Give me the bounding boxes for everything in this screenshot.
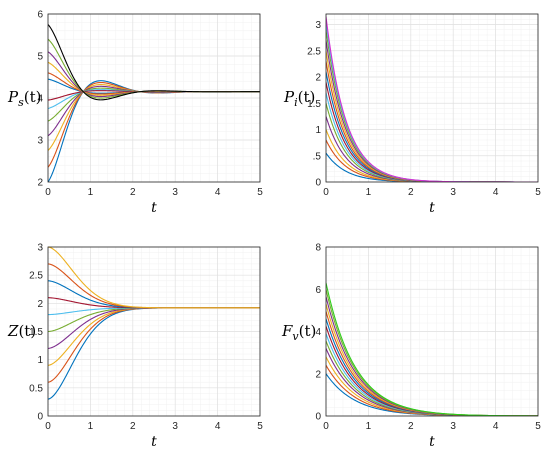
y-tick-label: 3 xyxy=(37,136,43,147)
x-tick-label: 3 xyxy=(450,187,456,198)
y-axis-label: Pi(t) xyxy=(283,88,315,109)
series-line xyxy=(48,38,260,99)
series-line xyxy=(326,333,538,416)
chart-ps: 0 1 2 3 4 5 2 3 4 5 6 t Ps(t) xyxy=(7,10,263,217)
x-tick-label: 3 xyxy=(172,421,178,432)
series-line xyxy=(326,311,538,416)
series-line xyxy=(48,280,260,309)
y-tick-label: 2.5 xyxy=(29,271,43,282)
plot-frame xyxy=(325,246,539,417)
y-tick-label: .5 xyxy=(313,151,322,162)
chart-pi: 0 1 2 3 4 5 0 .5 1 1.5 2 2.5 3 t Pi(t) xyxy=(283,13,541,216)
x-tick-label: 1 xyxy=(88,187,94,198)
y-tick-label: 6 xyxy=(37,10,43,21)
x-tick-label: 1 xyxy=(88,421,94,432)
x-tick-label: 0 xyxy=(45,421,51,432)
x-tick-label: 3 xyxy=(172,187,178,198)
y-tick-label: 2 xyxy=(315,369,321,380)
series-line xyxy=(326,289,538,416)
y-tick-label: 0.5 xyxy=(29,383,43,394)
y-tick-label: 2 xyxy=(37,299,43,310)
y-tick-label: 0 xyxy=(315,178,321,189)
series-line xyxy=(48,307,260,400)
y-tick-label: 1 xyxy=(315,125,321,136)
series-line xyxy=(48,297,260,309)
x-tick-label: 5 xyxy=(257,421,263,432)
y-tick-label: 0 xyxy=(37,412,43,423)
y-tick-label: 1.5 xyxy=(29,327,43,338)
y-tick-label: 2 xyxy=(37,178,43,189)
x-tick-label: 4 xyxy=(215,187,221,198)
x-tick-label: 5 xyxy=(535,421,541,432)
y-axis-label: Ps(t) xyxy=(7,88,41,109)
y-tick-label: 1.5 xyxy=(307,99,321,110)
x-axis-label: t xyxy=(429,200,435,216)
y-axis-label: Z(t) xyxy=(7,322,36,340)
y-tick-label: 4 xyxy=(37,94,43,105)
x-tick-label: 2 xyxy=(130,421,136,432)
x-tick-label: 1 xyxy=(366,421,372,432)
y-tick-label: 3 xyxy=(315,20,321,31)
x-tick-label: 4 xyxy=(493,187,499,198)
x-tick-label: 2 xyxy=(408,421,414,432)
series-line xyxy=(326,21,538,182)
series-line xyxy=(48,307,260,366)
chart-z: 0 1 2 3 4 5 0 0.5 1 1.5 2 2.5 3 t Z(t) xyxy=(7,243,263,451)
chart-fv: 0 1 2 3 4 5 0 2 4 6 8 t Fv(t) xyxy=(281,243,541,451)
y-axis-label: Fv(t) xyxy=(281,322,316,343)
y-tick-label: 2.5 xyxy=(307,46,321,57)
series-line xyxy=(326,50,538,182)
series-line xyxy=(326,103,538,182)
plot-frame xyxy=(47,246,261,417)
series-line xyxy=(48,24,260,101)
y-tick-label: 5 xyxy=(37,52,43,63)
y-tick-label: 6 xyxy=(315,285,321,296)
x-axis-label: t xyxy=(151,434,157,450)
series-line xyxy=(326,82,538,182)
x-tick-label: 3 xyxy=(450,421,456,432)
y-tick-label: 2 xyxy=(315,73,321,84)
x-tick-label: 5 xyxy=(535,187,541,198)
y-tick-label: 3 xyxy=(37,243,43,254)
y-tick-label: 4 xyxy=(315,327,321,338)
x-tick-label: 4 xyxy=(215,421,221,432)
series-line xyxy=(48,263,260,309)
x-tick-label: 0 xyxy=(323,187,329,198)
x-tick-label: 0 xyxy=(45,187,51,198)
series-line xyxy=(48,246,260,309)
x-axis-label: t xyxy=(151,200,157,216)
x-tick-label: 5 xyxy=(257,187,263,198)
x-tick-label: 1 xyxy=(366,187,372,198)
x-tick-label: 2 xyxy=(408,187,414,198)
y-tick-label: 8 xyxy=(315,243,321,254)
x-tick-label: 0 xyxy=(323,421,329,432)
plot-frame xyxy=(47,13,261,183)
x-tick-label: 4 xyxy=(493,421,499,432)
y-tick-label: 1 xyxy=(37,355,43,366)
x-axis-label: t xyxy=(429,434,435,450)
plot-frame xyxy=(325,13,539,183)
x-tick-label: 2 xyxy=(130,187,136,198)
y-tick-label: 0 xyxy=(315,412,321,423)
